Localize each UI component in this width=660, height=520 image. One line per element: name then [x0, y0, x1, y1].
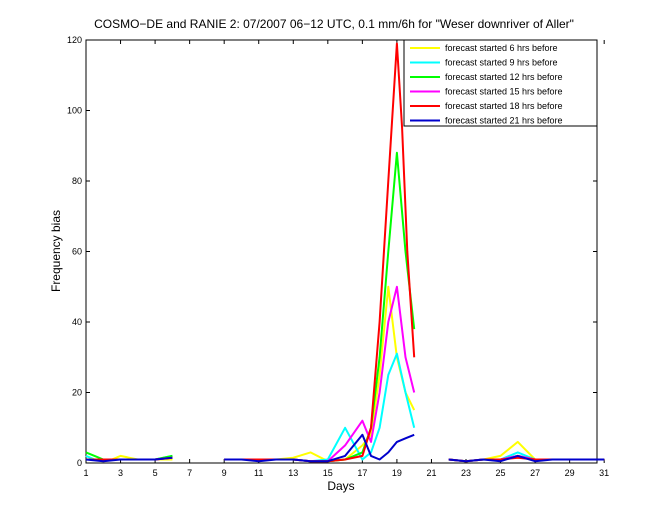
x-tick-label: 11: [254, 468, 263, 478]
y-axis: 0 20 40 60 80 100 120: [67, 35, 597, 468]
legend-label: forecast started 9 hrs before: [445, 58, 558, 68]
legend-label: forecast started 18 hrs before: [445, 101, 563, 111]
series-line: [85, 456, 173, 463]
legend-items: forecast started 6 hrs before forecast st…: [410, 43, 563, 126]
x-tick-label: 27: [530, 468, 540, 478]
series-line: [224, 433, 415, 463]
legend-label: forecast started 21 hrs before: [445, 116, 563, 126]
x-tick-label: 7: [187, 468, 192, 478]
y-tick-label: 120: [67, 35, 82, 45]
y-tick-label: 100: [67, 106, 82, 116]
x-tick-label: 13: [288, 468, 298, 478]
y-tick-label: 60: [72, 247, 82, 257]
series-layer: [85, 42, 605, 463]
y-tick-label: 0: [77, 458, 82, 468]
legend-label: forecast started 6 hrs before: [445, 43, 558, 53]
x-tick-label: 23: [461, 468, 471, 478]
y-tick-label: 40: [72, 317, 82, 327]
legend: forecast started 6 hrs before forecast st…: [403, 39, 598, 127]
y-tick-label: 80: [72, 176, 82, 186]
x-axis-label: Days: [327, 479, 354, 493]
x-tick-label: 5: [153, 468, 158, 478]
x-tick-label: 25: [496, 468, 506, 478]
x-tick-label: 29: [565, 468, 575, 478]
x-tick-label: 21: [426, 468, 436, 478]
chart-title: COSMO−DE and RANIE 2: 07/2007 06−12 UTC,…: [94, 17, 574, 31]
x-tick-label: 3: [118, 468, 123, 478]
y-axis-label: Frequency bias: [49, 210, 63, 292]
x-tick-label: 19: [392, 468, 402, 478]
x-tick-label: 9: [222, 468, 227, 478]
legend-label: forecast started 15 hrs before: [445, 87, 563, 97]
legend-label: forecast started 12 hrs before: [445, 72, 563, 82]
series-6: [85, 433, 605, 463]
y-tick-label: 20: [72, 388, 82, 398]
legend-box: [403, 39, 598, 127]
x-tick-label: 15: [323, 468, 333, 478]
x-tick-label: 17: [357, 468, 367, 478]
series-line: [448, 454, 605, 463]
x-tick-label: 31: [599, 468, 609, 478]
x-tick-label: 1: [83, 468, 88, 478]
